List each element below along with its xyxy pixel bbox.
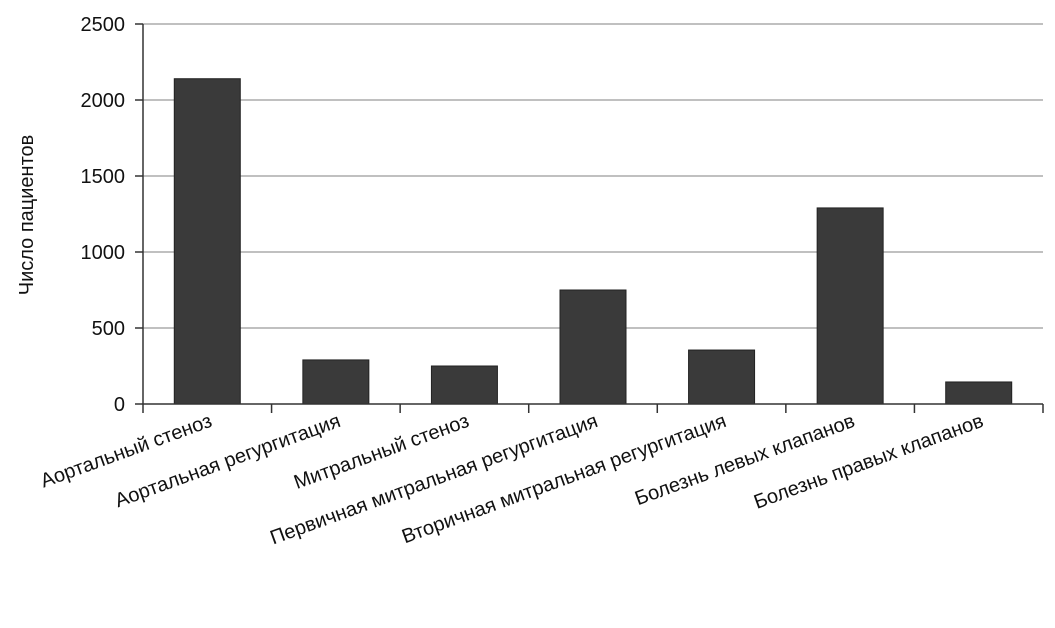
- axes: [135, 23, 1044, 413]
- bar: [688, 349, 756, 405]
- y-axis-title: Число пациентов: [16, 135, 38, 296]
- x-tick-label: Болезнь левых клапанов: [632, 410, 858, 510]
- bar: [302, 359, 370, 405]
- y-tick-label: 2000: [81, 90, 126, 112]
- bars: [173, 78, 1013, 405]
- bar: [430, 365, 498, 405]
- y-tick-label: 0: [114, 394, 125, 416]
- y-tick-label: 500: [92, 318, 125, 340]
- y-tick-labels: 0 500 1000 1500 2000 2500: [81, 14, 126, 416]
- y-tick-label: 2500: [81, 14, 126, 36]
- x-tick-label: Болезнь правых клапанов: [751, 410, 986, 514]
- bar: [816, 207, 884, 405]
- y-tick-label: 1500: [81, 166, 126, 188]
- gridlines: [143, 23, 1043, 329]
- bar: [559, 289, 627, 405]
- y-tick-label: 1000: [81, 242, 126, 264]
- bar: [945, 381, 1013, 405]
- bar: [173, 78, 241, 405]
- x-tick-label: Аортальная регургитация: [112, 410, 343, 512]
